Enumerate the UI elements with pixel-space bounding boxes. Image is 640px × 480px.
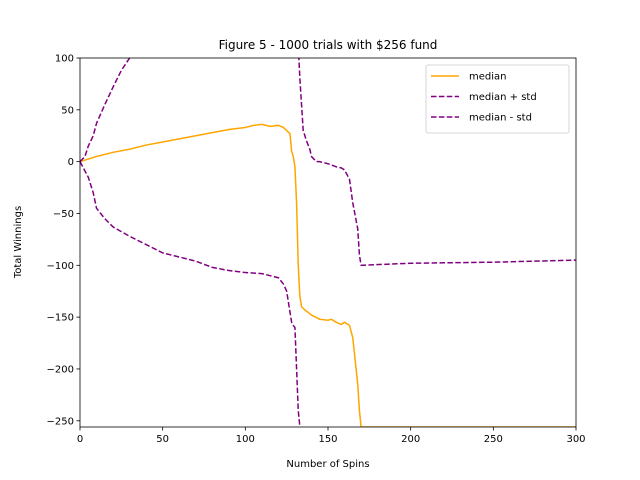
y-tick-label: 50 xyxy=(61,105,74,116)
y-tick-label: −150 xyxy=(47,313,74,324)
chart-title: Figure 5 - 1000 trials with $256 fund xyxy=(219,38,438,52)
x-tick-label: 100 xyxy=(236,434,255,445)
legend-label-0: median xyxy=(469,72,507,83)
x-tick-label: 200 xyxy=(401,434,420,445)
x-tick-label: 150 xyxy=(318,434,337,445)
legend: median median + std median - std xyxy=(425,64,570,134)
series-line-0 xyxy=(80,123,576,427)
y-tick-label: −50 xyxy=(53,209,74,220)
series-line-2 xyxy=(80,161,301,427)
series-layer xyxy=(80,58,576,427)
x-axis-label: Number of Spins xyxy=(286,459,369,470)
x-tick-label: 50 xyxy=(156,434,169,445)
y-tick-label: −250 xyxy=(47,416,74,427)
y-tick-label: 100 xyxy=(55,54,74,65)
x-tick-label: 300 xyxy=(566,434,585,445)
y-tick-label: −200 xyxy=(47,364,74,375)
axes: 0 50 100 150 200 250 300 −250 −200 −150 −100 −50 0 50… xyxy=(47,54,586,446)
x-tick-label: 250 xyxy=(484,434,503,445)
x-tick-label: 0 xyxy=(77,434,83,445)
y-tick-label: 0 xyxy=(68,157,74,168)
y-tick-label: −100 xyxy=(47,261,74,272)
series-line-1 xyxy=(80,58,576,267)
legend-label-1: median + std xyxy=(469,92,537,103)
legend-box xyxy=(425,64,570,134)
y-axis-label: Total Winnings xyxy=(13,206,24,279)
legend-label-2: median - std xyxy=(469,113,532,124)
